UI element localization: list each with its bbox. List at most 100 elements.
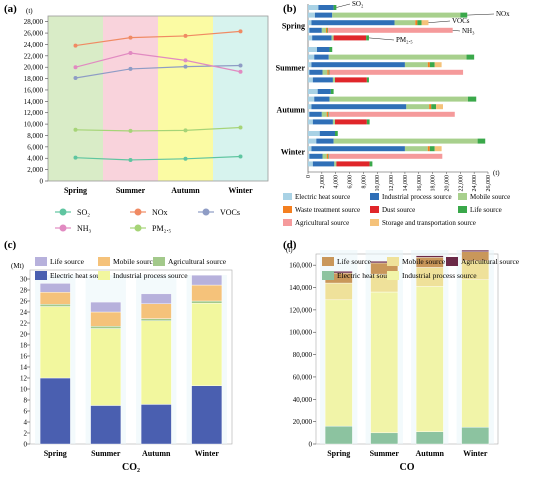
bar-segment [322, 153, 327, 159]
bar-segment [328, 27, 453, 33]
bar-segment [322, 69, 328, 75]
x-unit-label: (t) [493, 169, 500, 177]
bar-segment [332, 119, 335, 125]
legend-marker [202, 208, 210, 216]
legend-label: PM₂.₅ [152, 224, 171, 233]
x-tick-label: 4,000 [334, 175, 340, 189]
bar-segment [308, 27, 310, 33]
bar-segment [477, 138, 486, 144]
bar-segment [308, 5, 319, 10]
x-category-label: Summer [91, 449, 121, 458]
y-tick-label: 24 [20, 309, 28, 317]
y-tick-label: 2,000 [27, 166, 43, 174]
y-tick-label: 14 [20, 364, 28, 372]
bar-segment [314, 54, 329, 60]
data-point [73, 155, 78, 160]
legend-swatch [387, 271, 399, 280]
bar-segment [90, 328, 122, 406]
bar-segment [366, 77, 369, 83]
bar-segment [191, 284, 223, 302]
x-tick-label: 0 [306, 175, 312, 178]
y-tick-label: 22,000 [24, 52, 44, 60]
y-unit-label: (t) [26, 7, 33, 15]
bar-segment [467, 96, 477, 102]
bar-segment [321, 111, 327, 117]
x-tick-label: 12,000 [389, 175, 395, 192]
data-point [238, 154, 243, 159]
pollutant-annotation: NOx [496, 10, 510, 18]
y-tick-label: 30 [20, 276, 28, 284]
bar-segment [366, 35, 369, 41]
bar-segment [314, 96, 330, 102]
bar-segment [90, 311, 122, 327]
legend-label: Life source [337, 257, 372, 266]
x-category-label: Spring [44, 449, 67, 458]
bar-segment [39, 377, 71, 445]
legend-swatch [370, 193, 379, 200]
legend-label: NH₃ [77, 224, 92, 233]
bar-segment [434, 146, 442, 152]
bar-segment [328, 54, 467, 60]
bar-segment [316, 138, 334, 144]
bar-segment [369, 161, 373, 167]
y-tick-label: 4 [24, 419, 28, 427]
annotation-leader [336, 3, 351, 8]
annotation-leader [428, 20, 451, 23]
season-band [158, 16, 213, 181]
bar-segment [140, 303, 172, 319]
plot-frame [47, 15, 269, 182]
legend-label: Industrial process source [402, 271, 477, 280]
bar-segment [336, 161, 370, 167]
legend-label: Agricultural source [168, 257, 227, 266]
x-tick-label: 20,000 [444, 175, 450, 192]
y-tick-label: 22 [20, 320, 28, 328]
bar-segment [332, 12, 461, 18]
y-tick-label: 16,000 [24, 86, 44, 94]
bar-segment [140, 320, 172, 405]
legend-swatch [283, 206, 292, 213]
bar-segment [191, 303, 223, 386]
data-point [183, 33, 188, 38]
bar-segment [327, 27, 329, 33]
legend-label: Agricultural source [461, 257, 520, 266]
x-category-label: Autumn [171, 186, 200, 195]
y-tick-label: 100,000 [289, 329, 312, 337]
bar-segment [461, 249, 490, 252]
x-tick-label: 6,000 [348, 175, 354, 189]
bar-segment [90, 326, 122, 329]
bar-segment [427, 62, 430, 68]
data-point [128, 66, 133, 71]
y-tick-label: 24,000 [24, 41, 44, 49]
bar-segment [327, 69, 329, 75]
annotation-leader [368, 37, 395, 41]
data-point [238, 63, 243, 68]
y-unit-label: (Mt) [11, 262, 25, 270]
data-point [183, 128, 188, 133]
legend-label: Industrial process source [382, 193, 452, 201]
legend-swatch [370, 219, 379, 226]
bar-segment [431, 104, 437, 110]
bar-segment [308, 146, 312, 152]
bar-segment [434, 62, 442, 68]
data-point [73, 76, 78, 81]
bar-segment [39, 292, 71, 305]
pollutant-annotation: PM₂.₅ [396, 36, 413, 44]
legend-marker [59, 224, 67, 232]
series-line [75, 52, 241, 73]
x-category-label: Spring [327, 449, 350, 458]
bar-segment [415, 286, 444, 432]
bar-segment [332, 77, 335, 83]
panel-label: (b) [283, 3, 297, 15]
series-line [75, 30, 241, 47]
bar-segment [328, 153, 443, 159]
y-tick-label: 20,000 [24, 64, 44, 72]
bar-segment [415, 431, 444, 445]
chart-title: CO₂ [122, 462, 140, 473]
legend-label: Waste treatment source [295, 206, 360, 214]
data-point [128, 35, 133, 40]
y-tick-label: 20 [20, 331, 28, 339]
bar-segment [312, 77, 333, 83]
bar-segment [308, 47, 317, 52]
x-tick-label: 18,000 [431, 175, 437, 192]
